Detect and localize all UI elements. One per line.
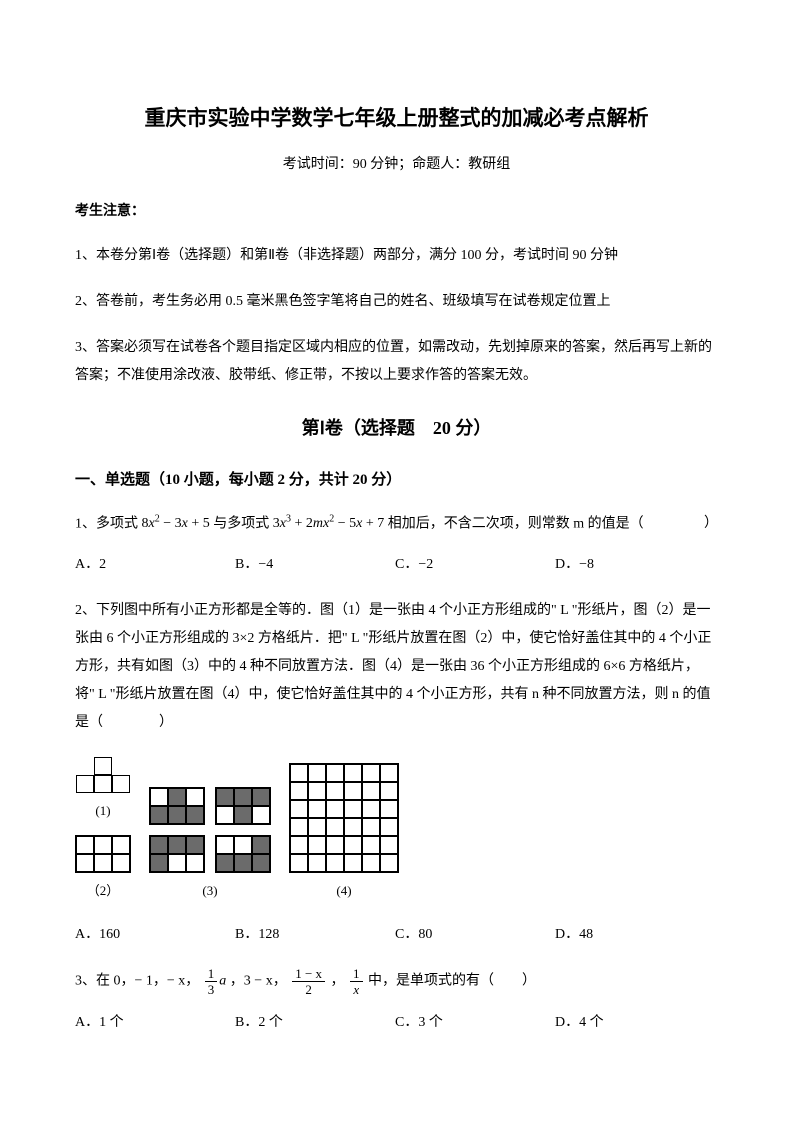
q3-frac3-den: x bbox=[350, 982, 362, 996]
figure-4: (4) bbox=[289, 763, 399, 902]
q3-frac2: 1 − x 2 bbox=[292, 967, 325, 996]
fig-stack-left: (1) （2） bbox=[75, 757, 131, 902]
q1-prefix: 1、多项式 bbox=[75, 516, 138, 531]
fig4-label: (4) bbox=[336, 879, 351, 902]
q1-poly1: 8x2 − 3x + 5 bbox=[142, 516, 214, 531]
q3-frac1-num: 1 bbox=[205, 967, 218, 982]
q1-option-b: B．−4 bbox=[235, 552, 395, 577]
question-1: 1、多项式 8x2 − 3x + 5 与多项式 3x3 + 2mx2 − 5x … bbox=[75, 510, 718, 539]
q2-option-c: C．80 bbox=[395, 922, 555, 947]
page-title: 重庆市实验中学数学七年级上册整式的加减必考点解析 bbox=[75, 100, 718, 138]
fig2-label: （2） bbox=[87, 879, 120, 902]
q1-p2d: + 7 bbox=[366, 516, 384, 531]
q2-option-d: D．48 bbox=[555, 922, 718, 947]
q3-mid2: ， bbox=[331, 974, 345, 989]
q3-options: A．1 个 B．2 个 C．3 个 D．4 个 bbox=[75, 1010, 718, 1035]
q1-p1b: − 3 bbox=[163, 516, 181, 531]
q1-suffix: 相加后，不含二次项，则常数 m 的值是（ bbox=[388, 516, 644, 531]
q3-prefix: 3、在 0，− 1，− x， bbox=[75, 974, 199, 989]
q1-end: ） bbox=[704, 510, 718, 538]
figure-1: (1) bbox=[76, 757, 130, 822]
q3-frac1-suf: a bbox=[219, 974, 226, 989]
q2-figures: (1) （2） bbox=[75, 757, 718, 902]
q3-frac1: 1 3 bbox=[205, 967, 218, 996]
q1-option-d: D．−8 bbox=[555, 552, 718, 577]
q1-option-a: A．2 bbox=[75, 552, 235, 577]
q1-p2a: 3 bbox=[273, 516, 280, 531]
q1-p2b: + 2 bbox=[294, 516, 312, 531]
page-subtitle: 考试时间：90 分钟；命题人：教研组 bbox=[75, 152, 718, 177]
q3-option-d: D．4 个 bbox=[555, 1010, 718, 1035]
notice-item-2: 2、答卷前，考生务必用 0.5 毫米黑色签字笔将自己的姓名、班级填写在试卷规定位… bbox=[75, 288, 718, 316]
fig3-label: (3) bbox=[202, 879, 217, 902]
q3-frac3-num: 1 bbox=[350, 967, 363, 982]
q1-poly2: 3x3 + 2mx2 − 5x + 7 bbox=[273, 516, 388, 531]
q1-mid: 与多项式 bbox=[213, 516, 269, 531]
q1-option-c: C．−2 bbox=[395, 552, 555, 577]
subsection-title: 一、单选题（10 小题，每小题 2 分，共计 20 分） bbox=[75, 467, 718, 494]
q1-p1a: 8 bbox=[142, 516, 149, 531]
q3-frac1-den: 3 bbox=[205, 982, 218, 996]
q2-option-a: A．160 bbox=[75, 922, 235, 947]
notice-item-1: 1、本卷分第Ⅰ卷（选择题）和第Ⅱ卷（非选择题）两部分，满分 100 分，考试时间… bbox=[75, 242, 718, 270]
q3-mid1: ，3 − x， bbox=[230, 974, 287, 989]
q3-frac3: 1 x bbox=[350, 967, 363, 996]
q3-frac2-num: 1 − x bbox=[292, 967, 325, 982]
q2-options: A．160 B．128 C．80 D．48 bbox=[75, 922, 718, 947]
q3-option-a: A．1 个 bbox=[75, 1010, 235, 1035]
notice-item-3: 3、答案必须写在试卷各个题目指定区域内相应的位置，如需改动，先划掉原来的答案，然… bbox=[75, 334, 718, 390]
fig1-label: (1) bbox=[95, 799, 110, 822]
figure-3: (3) bbox=[149, 787, 271, 902]
notice-header: 考生注意： bbox=[75, 199, 718, 224]
q1-p2c: − 5 bbox=[338, 516, 356, 531]
question-3: 3、在 0，− 1，− x， 1 3 a ，3 − x， 1 − x 2 ， 1… bbox=[75, 967, 718, 996]
q1-p1c: + 5 bbox=[191, 516, 209, 531]
q3-option-c: C．3 个 bbox=[395, 1010, 555, 1035]
q3-option-b: B．2 个 bbox=[235, 1010, 395, 1035]
q1-options: A．2 B．−4 C．−2 D．−8 bbox=[75, 552, 718, 577]
q3-frac2-den: 2 bbox=[302, 982, 315, 996]
section-title: 第Ⅰ卷（选择题 20 分） bbox=[75, 412, 718, 444]
figure-2: （2） bbox=[75, 835, 131, 902]
question-2: 2、下列图中所有小正方形都是全等的．图（1）是一张由 4 个小正方形组成的" L… bbox=[75, 597, 718, 737]
q2-option-b: B．128 bbox=[235, 922, 395, 947]
q3-suffix: 中，是单项式的有（ ） bbox=[368, 974, 536, 989]
